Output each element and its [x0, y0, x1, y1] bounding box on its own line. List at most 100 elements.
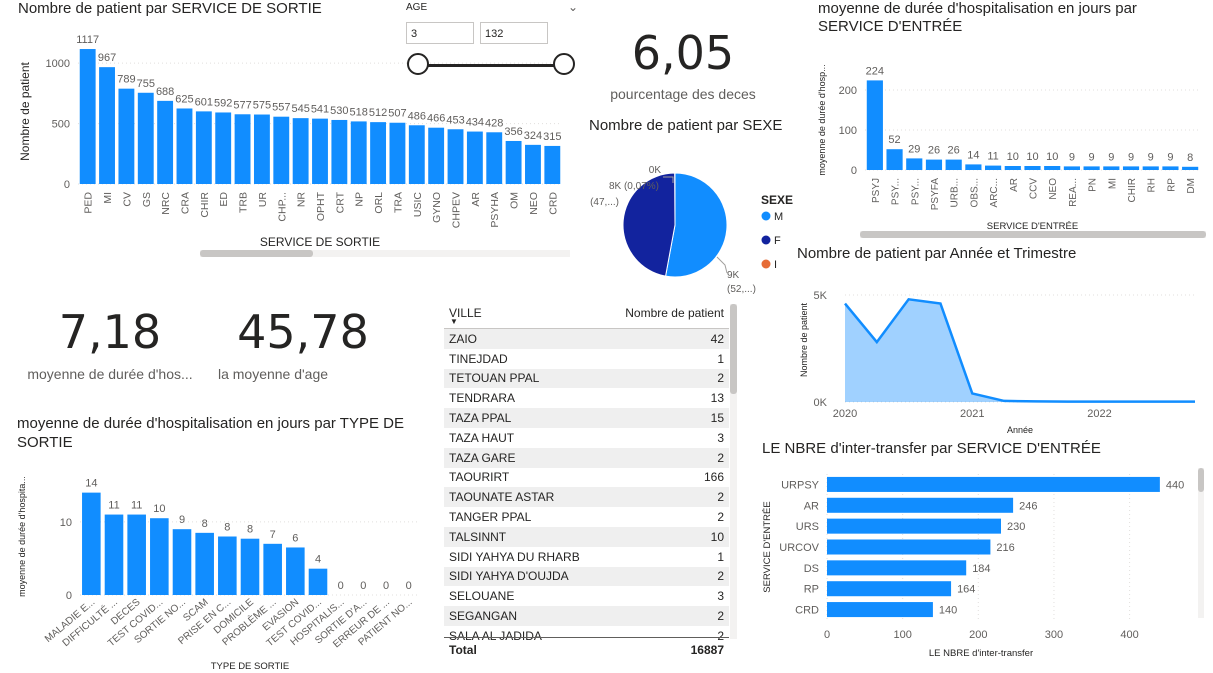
leader-line: [716, 256, 728, 274]
table-row[interactable]: TETOUAN PPAL 2: [444, 368, 729, 389]
cell-ville: ZAIO: [444, 329, 679, 349]
table-row[interactable]: TALSINNT 10: [444, 526, 729, 547]
kpi-age-label: la moyenne d'age: [217, 366, 329, 382]
table-row[interactable]: TANGER PPAL 2: [444, 507, 729, 527]
chart-entree-scrollbar[interactable]: [860, 231, 1206, 238]
col-header-nombre[interactable]: Nombre de patient: [625, 306, 724, 320]
bar: [1024, 166, 1041, 170]
bar: [1103, 166, 1120, 170]
x-tick-label: OM: [509, 192, 521, 209]
scrollbar-thumb[interactable]: [200, 250, 313, 257]
data-label: 440: [1166, 479, 1184, 491]
bar: [925, 159, 943, 170]
table-row[interactable]: TENDRARA 13: [444, 388, 729, 408]
series-line: [844, 297, 1195, 403]
x-tick-label: CHPEV: [451, 192, 463, 228]
x-tick-label: 200: [969, 629, 987, 641]
bar: [127, 514, 146, 595]
cell-ville: TENDRARA: [449, 391, 516, 406]
table-row[interactable]: TINEJDAD 1: [444, 349, 729, 369]
table-row[interactable]: TAOURIRT 166: [444, 468, 729, 488]
data-label: 324: [524, 130, 542, 142]
age-min-input[interactable]: 3: [406, 22, 474, 44]
pie-slice: [622, 172, 676, 277]
scrollbar-thumb[interactable]: [1198, 468, 1204, 492]
legend-label: I: [774, 259, 777, 271]
age-slider-min-handle[interactable]: [407, 53, 429, 75]
table-row[interactable]: SIDI YAHYA DU RHARB 1: [444, 547, 729, 567]
x-tick-label: CCV: [1029, 178, 1040, 199]
table-header: VILLE ▼ Nombre de patient: [444, 302, 729, 329]
x-tick-label: CHIR: [199, 192, 211, 218]
bar: [1162, 166, 1179, 170]
x-tick-label: GYNO: [431, 192, 443, 223]
data-label: 0: [406, 580, 412, 592]
col-header-ville[interactable]: VILLE: [449, 306, 482, 320]
table-row[interactable]: SEGANGAN 2: [444, 606, 729, 626]
age-slider-max-handle[interactable]: [553, 53, 575, 75]
x-tick-label: CHIR: [1127, 178, 1138, 202]
sort-descending-icon[interactable]: ▼: [450, 317, 458, 326]
data-label: 10: [1026, 151, 1038, 163]
x-tick-label: PSYHA: [489, 192, 501, 228]
cell-nombre: 2: [678, 368, 729, 389]
ville-table: VILLE ▼ Nombre de patient ZAIO 42 TINEJDAD…: [444, 302, 729, 642]
data-label: 453: [446, 114, 464, 126]
x-tick-label: TRB: [238, 192, 250, 213]
x-tick-label: ED: [218, 192, 230, 207]
table-row[interactable]: TAZA PPAL 15: [444, 408, 729, 428]
cell-ville: SIDI YAHYA D'OUJDA: [444, 566, 679, 587]
y-tick-label: RP: [804, 584, 819, 596]
y-tick-label: 200: [839, 85, 857, 97]
age-slider-track[interactable]: [418, 64, 564, 67]
data-label: 9: [179, 514, 185, 526]
table-row[interactable]: SELOUANE 3: [444, 586, 729, 606]
cell-nombre: 1: [717, 549, 724, 564]
data-label: 755: [137, 78, 155, 90]
chart-title-transfer: LE NBRE d'inter-transfer par SERVICE D'E…: [762, 440, 1101, 457]
x-tick-label: 300: [1045, 629, 1063, 641]
table-row[interactable]: SALA AL JADIDA 2: [444, 626, 729, 642]
x-tick-label: PSYFA: [930, 178, 941, 211]
chevron-down-icon[interactable]: ⌄: [568, 0, 579, 14]
bar: [827, 602, 933, 618]
y-tick-label: URCOV: [779, 542, 819, 554]
scrollbar-thumb[interactable]: [860, 231, 1206, 238]
age-max-input[interactable]: 132: [480, 22, 548, 44]
bar: [827, 581, 952, 597]
data-label: 315: [543, 131, 561, 143]
scrollbar-thumb[interactable]: [730, 304, 737, 394]
bar: [263, 543, 282, 595]
chart-transfer-scrollbar[interactable]: [1198, 468, 1204, 618]
x-tick-label: CRA: [179, 192, 191, 214]
bar: [118, 88, 135, 184]
y-tick-label: 0K: [814, 397, 828, 409]
chart-title-trimestre: Nombre de patient par Année et Trimestre: [797, 245, 1077, 262]
data-label: 11: [131, 500, 142, 512]
x-tick-label: ORL: [373, 192, 385, 214]
data-label: 0: [360, 580, 366, 592]
cell-nombre: 3: [717, 430, 724, 445]
y-axis-label: moyenne de durée d'hospita...: [17, 476, 27, 597]
ville-table-scrollbar[interactable]: [730, 304, 737, 639]
data-label: 26: [948, 145, 960, 157]
table-row[interactable]: TAZA GARE 2: [444, 447, 729, 468]
chart-trimestre: 0K 5K 2020 2021 2022 Année Nombre de patient: [799, 290, 1195, 435]
table-row[interactable]: TAOUNATE ASTAR 2: [444, 487, 729, 508]
data-label: 4: [315, 554, 321, 566]
table-row[interactable]: SIDI YAHYA D'OUJDA 2: [444, 566, 729, 587]
chart-sortie-scrollbar[interactable]: [200, 250, 570, 257]
bar: [176, 108, 193, 184]
table-row[interactable]: TAZA HAUT 3: [444, 428, 729, 448]
cell-nombre: 10: [678, 526, 729, 547]
data-label: 10: [1007, 151, 1019, 163]
legend-marker: [761, 211, 771, 221]
x-tick-label: 100: [893, 629, 911, 641]
cell-ville: TALSINNT: [444, 526, 679, 547]
table-row[interactable]: ZAIO 42: [444, 329, 729, 349]
y-tick-label: 0: [64, 179, 70, 191]
data-label: 8: [202, 518, 208, 530]
data-label: 8: [1187, 152, 1193, 164]
x-tick-label: AR: [470, 192, 482, 207]
bar: [82, 492, 101, 595]
